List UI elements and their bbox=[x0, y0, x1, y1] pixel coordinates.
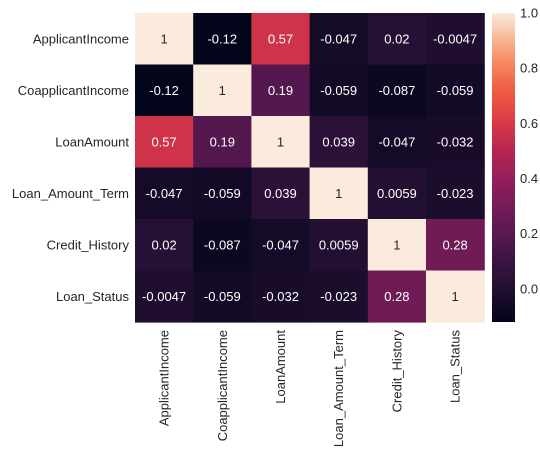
heatmap-cell-r2-c3 bbox=[309, 116, 369, 169]
heatmap-cell-r4-c4 bbox=[367, 219, 427, 272]
cell-value-label-r2-c0: 0.57 bbox=[151, 134, 176, 149]
row-label-3: Loan_Amount_Term bbox=[12, 186, 129, 201]
column-label-3: Loan_Amount_Term bbox=[331, 330, 346, 447]
heatmap-cell-r0-c4 bbox=[367, 13, 427, 66]
heatmap-cell-r0-c2 bbox=[251, 13, 311, 66]
cell-value-label-r3-c0: -0.047 bbox=[146, 186, 183, 201]
cell-value-label-r4-c2: -0.047 bbox=[262, 237, 299, 252]
cell-value-label-r3-c2: 0.039 bbox=[264, 186, 297, 201]
column-label-5: Loan_Status bbox=[448, 330, 463, 404]
cell-value-label-r1-c3: -0.059 bbox=[320, 83, 357, 98]
cell-value-label-r2-c5: -0.032 bbox=[437, 134, 474, 149]
heatmap-cell-r5-c1 bbox=[193, 270, 252, 323]
heatmap-cell-r0-c0 bbox=[135, 13, 194, 66]
heatmap-cells: 1 -0.12 0.57 -0.047 0.02 -0.0047 -0.12 1 0.19 -0.… bbox=[135, 13, 485, 323]
cell-value-label-r5-c3: -0.023 bbox=[320, 289, 357, 304]
colorbar-gradient bbox=[492, 13, 515, 322]
cell-value-label-r1-c2: 0.19 bbox=[268, 83, 293, 98]
heatmap-cell-r3-c5 bbox=[426, 167, 485, 220]
heatmap-cell-r3-c4 bbox=[367, 167, 427, 220]
heatmap-cell-r2-c0 bbox=[135, 116, 194, 169]
heatmap-cell-r3-c1 bbox=[193, 167, 252, 220]
cell-value-label-r0-c4: 0.02 bbox=[384, 31, 409, 46]
colorbar-tick-label-5: 1.0 bbox=[520, 6, 538, 21]
cell-value-label-r2-c4: -0.047 bbox=[378, 134, 415, 149]
cell-value-label-r4-c4: 1 bbox=[393, 237, 400, 252]
heatmap-cell-r0-c3 bbox=[309, 13, 369, 66]
cell-value-label-r5-c2: -0.032 bbox=[262, 289, 299, 304]
cell-value-label-r4-c5: 0.28 bbox=[442, 237, 467, 252]
heatmap-cell-r3-c3 bbox=[309, 167, 369, 220]
colorbar-tick-label-1: 0.2 bbox=[520, 226, 538, 241]
cell-value-label-r4-c3: 0.0059 bbox=[319, 237, 359, 252]
heatmap-cell-r4-c2 bbox=[251, 219, 311, 272]
cell-value-label-r0-c1: -0.12 bbox=[207, 31, 237, 46]
heatmap-cell-r1-c2 bbox=[251, 64, 311, 117]
column-tick-labels: ApplicantIncome CoapplicantIncome LoanAmou… bbox=[157, 330, 463, 448]
heatmap-cell-r1-c3 bbox=[309, 64, 369, 117]
row-label-0: ApplicantIncome bbox=[33, 31, 129, 46]
column-label-4: Credit_History bbox=[389, 330, 404, 413]
heatmap-cell-r4-c0 bbox=[135, 219, 194, 272]
row-label-2: LoanAmount bbox=[55, 134, 129, 149]
heatmap-cell-r2-c4 bbox=[367, 116, 427, 169]
heatmap-cell-r5-c3 bbox=[309, 270, 369, 323]
cell-value-label-r5-c1: -0.059 bbox=[204, 289, 241, 304]
heatmap-cell-r2-c2 bbox=[251, 116, 311, 169]
cell-value-label-r0-c5: -0.0047 bbox=[433, 31, 477, 46]
heatmap-cell-r2-c5 bbox=[426, 116, 485, 169]
colorbar-tick-label-4: 0.8 bbox=[520, 61, 538, 76]
cell-value-label-r1-c0: -0.12 bbox=[149, 83, 179, 98]
cell-value-label-r0-c3: -0.047 bbox=[320, 31, 357, 46]
cell-value-label-r0-c0: 1 bbox=[160, 31, 167, 46]
colorbar-tick-label-0: 0.0 bbox=[520, 281, 538, 296]
cell-value-label-r2-c3: 0.039 bbox=[322, 134, 355, 149]
heatmap-cell-r1-c5 bbox=[426, 64, 485, 117]
cell-value-label-r3-c4: 0.0059 bbox=[377, 186, 417, 201]
colorbar-tick-label-3: 0.6 bbox=[520, 116, 538, 131]
heatmap-cell-r1-c4 bbox=[367, 64, 427, 117]
cell-value-label-r5-c5: 1 bbox=[451, 289, 458, 304]
cell-value-label-r0-c2: 0.57 bbox=[268, 31, 293, 46]
heatmap-cell-r1-c0 bbox=[135, 64, 194, 117]
cell-value-label-r3-c3: 1 bbox=[335, 186, 342, 201]
cell-value-label-r5-c0: -0.0047 bbox=[142, 289, 186, 304]
cell-value-label-r3-c5: -0.023 bbox=[437, 186, 474, 201]
cell-value-label-r1-c5: -0.059 bbox=[437, 83, 474, 98]
heatmap-cell-r4-c5 bbox=[426, 219, 485, 272]
colorbar-tick-label-2: 0.4 bbox=[520, 171, 538, 186]
row-label-5: Loan_Status bbox=[56, 289, 130, 304]
row-tick-labels: ApplicantIncome CoapplicantIncome LoanAmou… bbox=[12, 31, 130, 304]
row-label-4: Credit_History bbox=[47, 237, 130, 252]
cell-value-label-r4-c0: 0.02 bbox=[151, 237, 176, 252]
column-label-1: CoapplicantIncome bbox=[215, 330, 230, 441]
heatmap-cell-r0-c1 bbox=[193, 13, 252, 66]
heatmap-cell-r3-c2 bbox=[251, 167, 311, 220]
heatmap-cell-r5-c5 bbox=[426, 270, 485, 323]
row-label-1: CoapplicantIncome bbox=[18, 83, 129, 98]
column-label-0: ApplicantIncome bbox=[157, 330, 172, 426]
heatmap-cell-r1-c1 bbox=[193, 64, 252, 117]
cell-value-label-r1-c4: -0.087 bbox=[378, 83, 415, 98]
cell-value-label-r3-c1: -0.059 bbox=[204, 186, 241, 201]
colorbar: 0.0 0.2 0.4 0.6 0.8 1.0 bbox=[492, 6, 538, 322]
heatmap-cell-r5-c2 bbox=[251, 270, 311, 323]
heatmap-cell-r4-c1 bbox=[193, 219, 252, 272]
heatmap-cell-r2-c1 bbox=[193, 116, 252, 169]
heatmap-cell-r5-c4 bbox=[367, 270, 427, 323]
heatmap-cell-r3-c0 bbox=[135, 167, 194, 220]
column-label-2: LoanAmount bbox=[273, 330, 288, 404]
heatmap-cell-r5-c0 bbox=[135, 270, 194, 323]
cell-value-label-r2-c1: 0.19 bbox=[210, 134, 235, 149]
heatmap-cell-r4-c3 bbox=[309, 219, 369, 272]
cell-value-label-r2-c2: 1 bbox=[277, 134, 284, 149]
cell-value-label-r4-c1: -0.087 bbox=[204, 237, 241, 252]
cell-value-label-r1-c1: 1 bbox=[219, 83, 226, 98]
cell-value-label-r5-c4: 0.28 bbox=[384, 289, 409, 304]
heatmap-cell-r0-c5 bbox=[426, 13, 485, 66]
